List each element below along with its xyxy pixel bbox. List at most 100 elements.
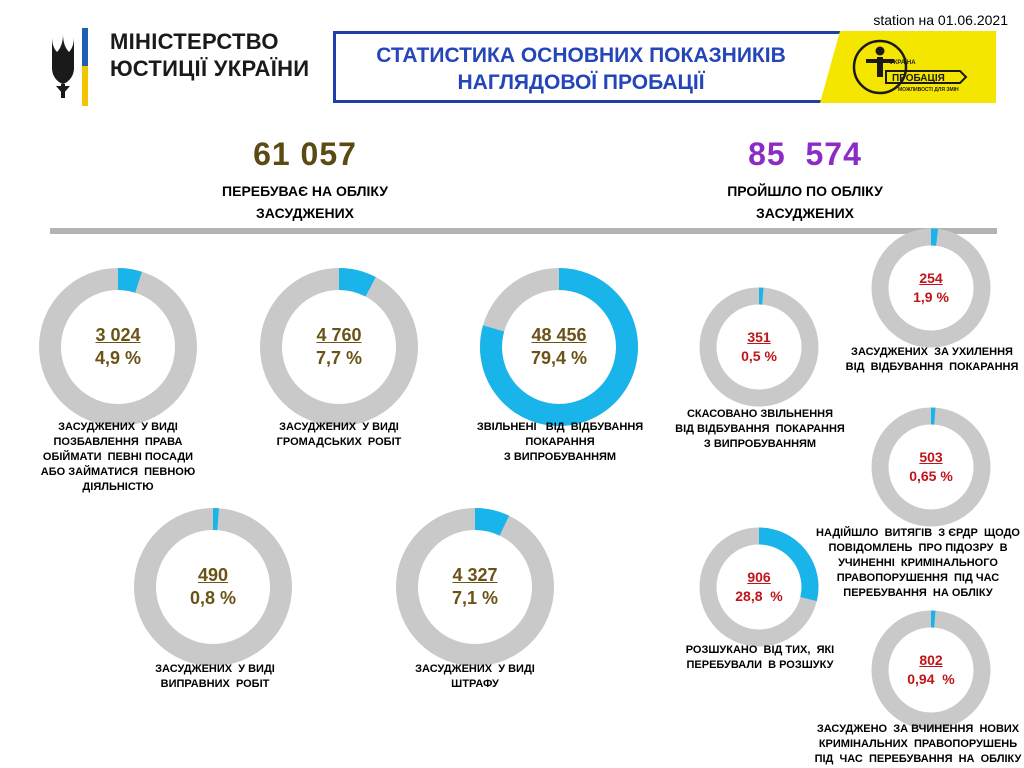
- caption-line: З ВИПРОБУВАННЯМ: [503, 451, 617, 463]
- person-icon: [875, 46, 885, 56]
- left-total-label: ПЕРЕБУВАЄ НА ОБЛІКУ ЗАСУДЖЕНИХ: [222, 183, 388, 221]
- donut-slice: [338, 268, 376, 297]
- caption-line: ВИПРАВНИХ РОБІТ: [160, 678, 270, 690]
- trident-icon: [52, 28, 88, 106]
- donut-caption-right-4: РОЗШУКАНО ВІД ТИХ, ЯКІ ПЕРЕБУВАЛИ В РОЗШУ…: [665, 643, 855, 673]
- donut-percent: 0,94 %: [907, 671, 955, 687]
- donut-percent: 0,65 %: [909, 468, 953, 484]
- logo-big-text: ПРОБАЦІЯ: [892, 73, 945, 84]
- caption-line: ПЕРЕБУВАННЯ НА ОБЛІКУ: [843, 587, 993, 599]
- donut-left-2: 4 760 7,7 %: [247, 255, 431, 439]
- donut-slice: [474, 508, 510, 536]
- ministry-line-1: МІНІСТЕРСТВО: [110, 29, 279, 54]
- donut-percent: 4,9 %: [94, 348, 142, 368]
- donut-right-3: 503 0,65 %: [861, 397, 1001, 537]
- donut-svg: [871, 407, 991, 527]
- donut-count: 351: [747, 329, 771, 345]
- ministry-name: МІНІСТЕРСТВО ЮСТИЦІЇ УКРАЇНИ: [110, 28, 340, 82]
- banner-line-1: СТАТИСТИКА ОСНОВНИХ ПОКАЗНИКІВ: [376, 44, 786, 67]
- donut-percent: 79,4 %: [530, 348, 588, 368]
- caption-line: ВІД ВІДБУВАННЯ ПОКАРАННЯ: [675, 423, 845, 435]
- donut-caption-left-1: ЗАСУДЖЕНИХ У ВИДІ ПОЗБАВЛЕННЯ ПРАВА ОБІЙМА…: [20, 420, 216, 495]
- donut-right-5: 802 0,94 %: [861, 600, 1001, 740]
- caption-line: ЗВІЛЬНЕНІ ВІД ВІДБУВАННЯ: [476, 421, 644, 433]
- donut-left-1: 3 024 4,9 %: [26, 255, 210, 439]
- donut-count: 503: [919, 449, 943, 465]
- donut-percent: 1,9 %: [913, 289, 949, 305]
- donut-percent: 0,5 %: [741, 348, 777, 364]
- donut-percent: 7,7 %: [315, 348, 363, 368]
- donut-svg: [260, 268, 418, 426]
- donut-count: 4 327: [452, 565, 498, 585]
- logo-ring-icon: [852, 39, 908, 95]
- title-banner: СТАТИСТИКА ОСНОВНИХ ПОКАЗНИКІВ НАГЛЯДОВО…: [333, 31, 996, 103]
- donut-caption-right-1: СКАСОВАНО ЗВІЛЬНЕННЯ ВІД ВІДБУВАННЯ ПОКАР…: [665, 407, 855, 452]
- donut-right-2: 254 1,9 %: [861, 218, 1001, 358]
- caption-line: ПІД ЧАС ПЕРЕБУВАННЯ НА ОБЛІКУ: [814, 753, 1022, 765]
- banner-line-2: НАГЛЯДОВОЇ ПРОБАЦІЇ: [457, 71, 705, 94]
- caption-line: ПОЗБАВЛЕННЯ ПРАВА: [53, 436, 183, 448]
- caption-line: ЗАСУДЖЕНИХ У ВИДІ: [279, 421, 399, 433]
- donut-svg: [699, 287, 819, 407]
- ministry-line-2: ЮСТИЦІЇ УКРАЇНИ: [110, 56, 310, 81]
- caption-line: ЗАСУДЖЕНИХ У ВИДІ: [415, 663, 535, 675]
- donut-percent: 28,8 %: [735, 588, 783, 604]
- donut-svg: [871, 610, 991, 730]
- caption-line: ПЕРЕБУВАЛИ В РОЗШУКУ: [686, 659, 834, 671]
- donut-count: 254: [919, 270, 943, 286]
- donut-track: [134, 508, 292, 666]
- donut-caption-right-3: НАДІЙШЛО ВИТЯГІВ З ЄРДР ЩОДО ПОВІДОМЛЕНЬ …: [812, 526, 1024, 601]
- donut-left-4: 490 0,8 %: [121, 495, 305, 679]
- donut-right-1: 351 0,5 %: [689, 277, 829, 417]
- caption-line: ОБІЙМАТИ ПЕВНІ ПОСАДИ: [42, 451, 194, 463]
- probation-logo: УКРАЇНА ПРОБАЦІЯ МОЖЛИВОСТІ ДЛЯ ЗМІН: [820, 31, 996, 103]
- caption-line: УЧИНЕННІ КРИМІНАЛЬНОГО: [838, 557, 998, 569]
- donut-svg: [134, 508, 292, 666]
- donut-caption-left-3: ЗВІЛЬНЕНІ ВІД ВІДБУВАННЯ ПОКАРАННЯ З ВИПРО…: [455, 420, 665, 465]
- donut-track: [871, 407, 991, 527]
- donut-svg: [39, 268, 197, 426]
- caption-line: КРИМІНАЛЬНИХ ПРАВОПОРУШЕНЬ: [818, 738, 1018, 750]
- donut-left-3: 48 456 79,4 %: [467, 255, 651, 439]
- caption-line: ВІД ВІДБУВАННЯ ПОКАРАННЯ: [845, 361, 1019, 373]
- donut-caption-left-5: ЗАСУДЖЕНИХ У ВИДІ ШТРАФУ: [385, 662, 565, 692]
- caption-line: ЗАСУДЖЕНИХ У ВИДІ: [155, 663, 275, 675]
- caption-line: СКАСОВАНО ЗВІЛЬНЕННЯ: [686, 408, 834, 420]
- right-total-value: 85 574: [748, 136, 862, 172]
- caption-line: АБО ЗАЙМАТИСЯ ПЕВНОЮ: [40, 466, 196, 478]
- logo-tagline: МОЖЛИВОСТІ ДЛЯ ЗМІН: [898, 87, 959, 93]
- caption-line: ДІЯЛЬНІСТЮ: [82, 481, 154, 493]
- right-total-label: ПРОЙШЛО ПО ОБЛІКУ ЗАСУДЖЕНИХ: [727, 183, 883, 221]
- section-divider: [50, 228, 997, 234]
- caption-line: ПОКАРАННЯ: [525, 436, 595, 448]
- donut-count: 4 760: [316, 325, 362, 345]
- donut-percent: 0,8 %: [189, 588, 237, 608]
- donut-svg: [871, 228, 991, 348]
- donut-slice: [758, 527, 819, 602]
- donut-count: 490: [197, 565, 229, 585]
- donut-caption-right-2: ЗАСУДЖЕНИХ ЗА УХИЛЕННЯ ВІД ВІДБУВАННЯ ПОК…: [840, 345, 1024, 375]
- donut-caption-left-4: ЗАСУДЖЕНИХ У ВИДІ ВИПРАВНИХ РОБІТ: [125, 662, 305, 692]
- donut-track: [699, 287, 819, 407]
- donut-count: 906: [747, 569, 771, 585]
- donut-track: [871, 228, 991, 348]
- caption-line: З ВИПРОБУВАННЯМ: [703, 438, 817, 450]
- donut-caption-right-5: ЗАСУДЖЕНО ЗА ВЧИНЕННЯ НОВИХ КРИМІНАЛЬНИХ …: [812, 722, 1024, 767]
- caption-line: РОЗШУКАНО ВІД ТИХ, ЯКІ: [685, 644, 835, 656]
- caption-line: ЗАСУДЖЕНО ЗА ВЧИНЕННЯ НОВИХ: [816, 723, 1020, 735]
- donut-track: [871, 610, 991, 730]
- donut-svg: [396, 508, 554, 666]
- caption-line: НАДІЙШЛО ВИТЯГІВ З ЄРДР ЩОДО: [816, 527, 1020, 539]
- caption-line: ПОВІДОМЛЕНЬ ПРО ПІДОЗРУ В: [828, 542, 1008, 554]
- donut-track: [396, 508, 554, 666]
- report-date: station на 01.06.2021: [873, 12, 1008, 28]
- donut-slice: [117, 268, 142, 293]
- key-icon: [885, 70, 968, 84]
- donut-right-4: 906 28,8 %: [689, 517, 829, 657]
- donut-count: 3 024: [95, 325, 141, 345]
- caption-line: ЗАСУДЖЕНИХ У ВИДІ: [58, 421, 178, 433]
- donut-svg: [480, 268, 638, 426]
- donut-percent: 7,1 %: [451, 588, 499, 608]
- donut-track: [260, 268, 418, 426]
- caption-line: ГРОМАДСЬКИХ РОБІТ: [276, 436, 402, 448]
